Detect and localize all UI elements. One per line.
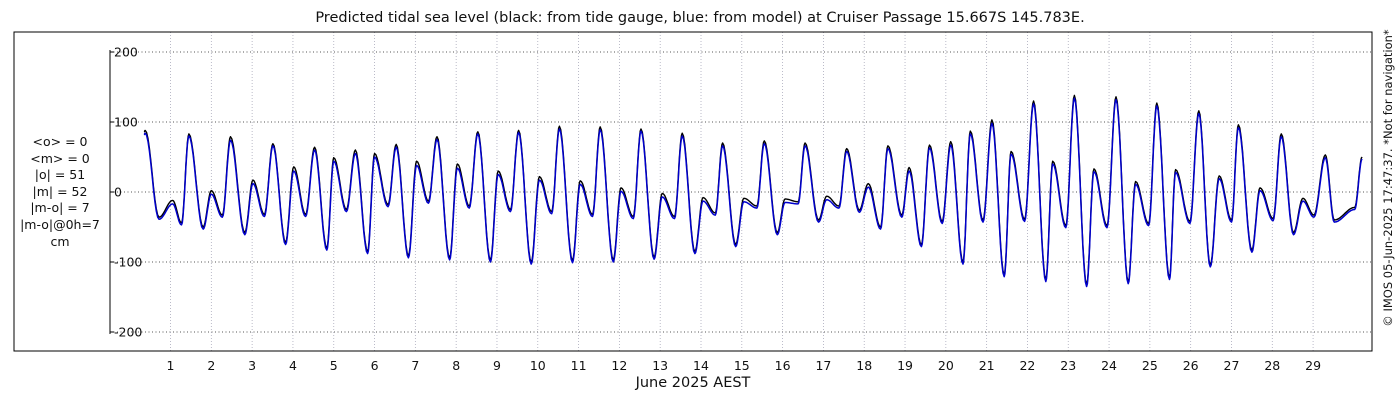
- copyright-note: © IMOS 05-Jun-2025 17:47:37. *Not for na…: [1381, 29, 1395, 327]
- x-tick-label: 15: [734, 358, 750, 373]
- x-tick-label: 27: [1224, 358, 1240, 373]
- stat-abs-diff: |m-o| = 7: [30, 200, 90, 216]
- chart-title: Predicted tidal sea level (black: from t…: [315, 10, 1085, 26]
- x-tick-label: 23: [1060, 358, 1076, 373]
- x-tick-label: 22: [1019, 358, 1035, 373]
- plot-frame: [13, 31, 1373, 352]
- x-tick-label: 11: [571, 358, 587, 373]
- stat-abs-observed: |o| = 51: [34, 167, 86, 183]
- x-tick-label: 3: [248, 358, 256, 373]
- x-tick-label: 6: [371, 358, 379, 373]
- series-lines: [143, 94, 1363, 288]
- x-tick-label: 8: [452, 358, 460, 373]
- x-tick-label: 10: [530, 358, 546, 373]
- x-tick-label: 14: [693, 358, 709, 373]
- x-tick-label: 17: [815, 358, 831, 373]
- x-tick-label: 2: [207, 358, 215, 373]
- x-tick-label: 13: [652, 358, 668, 373]
- statistics-panel: <o> = 0 <m> = 0 |o| = 51 |m| = 52 |m-o| …: [8, 134, 112, 250]
- y-tick-label: 200: [114, 45, 138, 60]
- x-tick-label: 24: [1101, 358, 1117, 373]
- stat-unit: cm: [50, 233, 70, 249]
- series-line-model: [143, 97, 1363, 288]
- x-tick-label: 7: [411, 358, 419, 373]
- x-tick-label: 21: [979, 358, 995, 373]
- x-tick-label: 25: [1142, 358, 1158, 373]
- x-tick-label: 9: [493, 358, 501, 373]
- series-line-tide-gauge: [143, 94, 1363, 286]
- y-tick-label: 100: [114, 115, 138, 130]
- x-tick-label: 29: [1305, 358, 1321, 373]
- stat-mean-model: <m> = 0: [30, 150, 90, 166]
- y-tick-label: -100: [114, 255, 142, 270]
- x-axis-label: June 2025 AEST: [635, 375, 751, 391]
- stat-abs-model: |m| = 52: [32, 183, 88, 199]
- x-tick-label: 18: [856, 358, 872, 373]
- stat-mean-observed: <o> = 0: [32, 134, 88, 149]
- x-tick-label: 5: [330, 358, 338, 373]
- y-tick-label: -200: [114, 325, 142, 340]
- x-tick-label: 26: [1183, 358, 1199, 373]
- x-tick-label: 1: [167, 358, 175, 373]
- stat-abs-diff-0h: |m-o|@0h=7: [20, 216, 100, 232]
- x-tick-label: 20: [938, 358, 954, 373]
- axes: [13, 31, 1373, 352]
- x-tick-label: 19: [897, 358, 913, 373]
- y-tick-label: 0: [114, 185, 122, 200]
- x-tick-label: 28: [1264, 358, 1280, 373]
- x-tick-label: 16: [775, 358, 791, 373]
- x-tick-label: 12: [611, 358, 627, 373]
- x-tick-label: 4: [289, 358, 297, 373]
